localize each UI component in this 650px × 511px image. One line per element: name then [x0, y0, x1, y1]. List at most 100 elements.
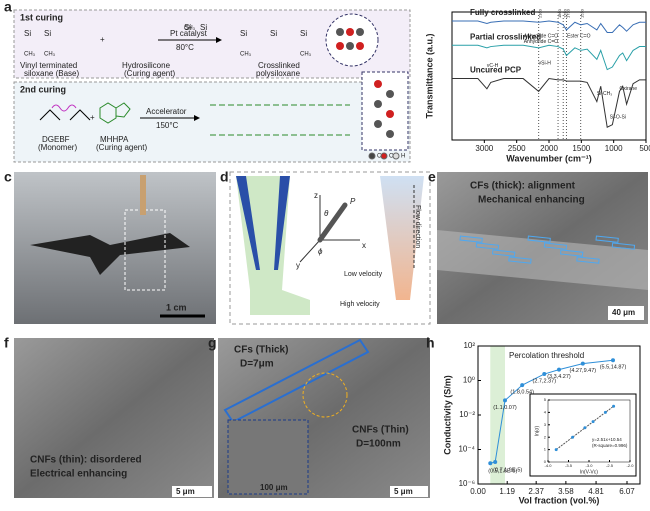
annotation: Si-CH₃ — [597, 91, 612, 97]
atom-label: Si — [270, 29, 277, 38]
data-label: (4.27,9.47) — [570, 368, 597, 374]
data-point — [591, 420, 595, 424]
data-label: (5.5,14.87) — [600, 365, 627, 371]
panel-label: e — [428, 169, 436, 185]
x-axis-label: Vol fraction (vol.%) — [519, 495, 600, 505]
y-tick-label: 10⁻⁶ — [459, 479, 475, 488]
label: DGEBF — [42, 135, 70, 144]
fit-equation: y=2.51x+10.54 — [592, 437, 622, 442]
molecule-zoom — [361, 71, 409, 151]
label: P — [350, 197, 356, 206]
data-label: (1.1,0.07) — [493, 405, 517, 411]
annotation: Percolation threshold — [509, 351, 584, 360]
label: siloxane (Base) — [24, 69, 79, 78]
sem-image — [14, 338, 214, 498]
x-tick-label: 3000 — [475, 144, 493, 153]
x-axis-label: ln(V-Vc) — [580, 469, 598, 475]
image-title: CFs (Thick) — [234, 345, 288, 356]
y-tick-label: 4 — [544, 409, 547, 414]
label: 2nd curing — [20, 84, 66, 94]
fiber — [317, 202, 348, 243]
spectrum — [452, 78, 646, 128]
spectrum — [452, 20, 646, 33]
data-label: (0.5,1.6E-5) — [488, 469, 517, 475]
y-tick-label: 10⁰ — [463, 376, 475, 385]
atom — [386, 90, 394, 98]
atom-label: Si — [44, 29, 51, 38]
atom-label: CH₃ — [300, 52, 312, 58]
molecule-zoom — [325, 13, 379, 67]
fiber-outline — [459, 235, 483, 243]
atom-label: Si — [200, 23, 207, 32]
atom — [356, 42, 364, 50]
x-tick-label: -4.0 — [545, 463, 553, 468]
x-tick-label: 2000 — [540, 144, 558, 153]
scale-label: 100 μm — [260, 483, 288, 492]
epoxide — [39, 109, 91, 121]
atom — [346, 42, 354, 50]
data-point — [488, 461, 493, 466]
atom-label: Si — [240, 29, 247, 38]
y-tick-label: 2 — [544, 434, 547, 439]
image-title: CNFs (Thin) — [352, 425, 409, 436]
data-label: (3.3,4.27) — [547, 374, 571, 380]
atom-legend — [368, 152, 376, 160]
atom — [374, 100, 382, 108]
atom-legend-label: O — [389, 154, 394, 160]
curve — [490, 359, 614, 464]
fiber-outline — [611, 242, 636, 250]
peak-label: 1510 — [580, 8, 585, 18]
fiber-outline — [543, 242, 568, 250]
atom-legend — [392, 152, 400, 160]
y-tick-label: 3 — [544, 422, 547, 427]
x-tick-label: -3.0 — [586, 463, 594, 468]
plus: + — [90, 113, 95, 122]
label: polysiloxane — [256, 69, 301, 78]
cnf-highlight — [302, 372, 348, 418]
fiber-outline — [576, 256, 600, 264]
nozzle-wall — [236, 176, 290, 270]
atom-label: CH₃ — [24, 52, 36, 58]
data-label: (0.7,1.9E-5) — [493, 467, 522, 473]
image-title: CNFs (thin): disordered — [30, 455, 142, 466]
x-axis-label: Wavenumber (cm⁻¹) — [506, 153, 591, 163]
panel-label: a — [4, 0, 12, 15]
atom — [336, 42, 344, 50]
panel-label: c — [4, 169, 12, 185]
scale-label: 1 cm — [166, 302, 187, 312]
fiber-outline — [475, 242, 500, 250]
label: Flow direction — [414, 205, 421, 248]
atom — [386, 110, 394, 118]
inset-image — [227, 419, 309, 495]
x-tick-label: -2.0 — [627, 463, 635, 468]
label: MHHPA — [100, 135, 129, 144]
data-point — [580, 361, 585, 366]
x-tick-label: 4.81 — [588, 487, 604, 496]
data-point — [557, 367, 561, 372]
atom-legend-label: H — [401, 154, 405, 160]
atom — [346, 28, 354, 36]
label: Low velocity — [344, 271, 383, 278]
inset-frame — [529, 393, 637, 477]
nozzle-flow — [380, 176, 424, 300]
atom — [386, 130, 394, 138]
x-tick-label: 2500 — [508, 144, 526, 153]
annotation: Si-O-Si — [610, 114, 626, 120]
image-title: CFs (thick): alignment — [470, 181, 576, 192]
spectrum — [452, 44, 646, 71]
label: (Curing agent) — [124, 69, 175, 78]
annotation: Ester C=O — [567, 34, 591, 40]
fiber-outline — [527, 235, 551, 243]
nozzle — [140, 175, 146, 215]
peak-label: 2160 — [538, 8, 543, 18]
y-axis-label: Transmittance (a.u.) — [424, 33, 434, 118]
atom-label: Si — [184, 23, 191, 32]
axis-y — [299, 239, 321, 263]
data-point — [603, 410, 607, 414]
data-point — [520, 383, 525, 388]
data-point — [571, 435, 575, 439]
label: Crosslinked — [258, 61, 300, 70]
cf-outline — [223, 338, 370, 424]
label: (Curing agent) — [96, 143, 147, 152]
y-axis-label: ln(σ) — [534, 426, 540, 437]
